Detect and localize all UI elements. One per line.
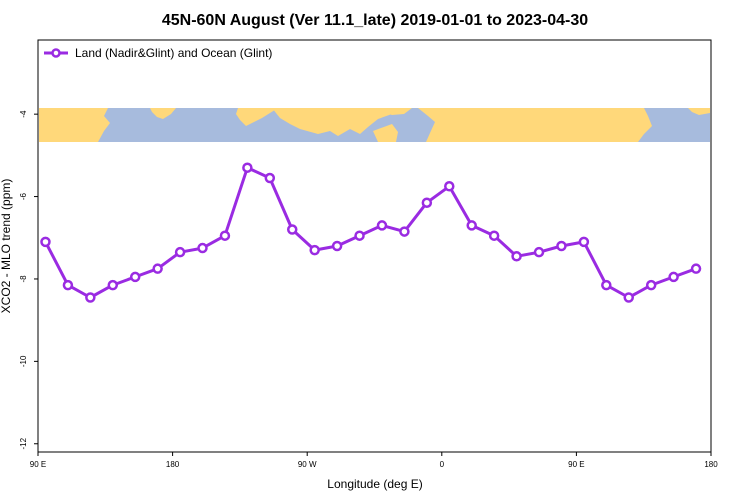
y-tick-label: -6 (19, 192, 28, 200)
data-point (399, 226, 410, 237)
map-strip-land-north-america (272, 108, 395, 136)
y-axis-ticks: -4 -6 -8 -10 -12 (19, 110, 38, 450)
data-point (488, 230, 500, 241)
y-tick-label: -12 (19, 437, 28, 449)
y-tick-label: -8 (19, 275, 28, 283)
data-point (578, 236, 590, 248)
x-tick-label: 0 (440, 460, 445, 469)
data-point (601, 279, 612, 291)
y-axis-label: XCO2 - MLO trend (ppm) (0, 179, 13, 314)
data-point (668, 271, 679, 283)
series-line (44, 166, 697, 299)
data-point (40, 236, 51, 248)
data-point (152, 263, 163, 274)
data-point (331, 240, 343, 252)
map-strip-land-greenland (376, 108, 412, 115)
data-point (264, 172, 276, 184)
x-tick-label: 90 W (298, 460, 317, 469)
data-point (623, 292, 634, 303)
data-point (242, 162, 253, 173)
map-strip (39, 108, 710, 142)
map-strip-land-alaska (236, 108, 278, 126)
y-tick-label: -10 (19, 355, 28, 367)
x-axis-label: Longitude (deg E) (327, 477, 422, 491)
plot-frame (37, 39, 712, 453)
legend-marker-swatch (51, 48, 61, 58)
legend: Land (Nadir&Glint) and Ocean (Glint) (44, 46, 272, 60)
data-point (309, 244, 320, 256)
chart-title: 45N-60N August (Ver 11.1_late) 2019-01-0… (162, 12, 588, 29)
data-point (645, 279, 657, 291)
data-point (286, 224, 298, 235)
x-tick-label: 180 (704, 460, 718, 469)
data-point (354, 230, 365, 241)
x-axis-ticks: 90 E 180 90 W 0 90 E 180 (30, 452, 718, 469)
map-strip-land-kamchatka-2 (688, 108, 710, 115)
x-tick-label: 90 E (568, 460, 584, 469)
data-point (197, 242, 208, 254)
data-point (129, 271, 141, 283)
data-point (533, 246, 545, 258)
data-point (466, 220, 477, 231)
data-point (219, 230, 231, 241)
data-point (85, 292, 96, 303)
map-strip-land-labrador (373, 124, 398, 142)
data-point (107, 279, 119, 291)
data-point (376, 220, 388, 231)
map-strip-land-asia (39, 108, 110, 142)
data-point (511, 251, 522, 262)
data-point (421, 197, 433, 208)
x-tick-label: 180 (166, 460, 180, 469)
map-strip-land-europe-asia (418, 108, 652, 142)
data-point (444, 181, 455, 192)
data-point (62, 279, 74, 291)
legend-label: Land (Nadir&Glint) and Ocean (Glint) (75, 46, 272, 60)
map-strip-land-kamchatka (150, 108, 176, 119)
data-point (556, 240, 567, 252)
series-layer (40, 162, 702, 303)
data-point (690, 263, 702, 274)
x-tick-label: 90 E (30, 460, 46, 469)
data-point (174, 246, 186, 258)
y-tick-label: -4 (19, 110, 28, 118)
